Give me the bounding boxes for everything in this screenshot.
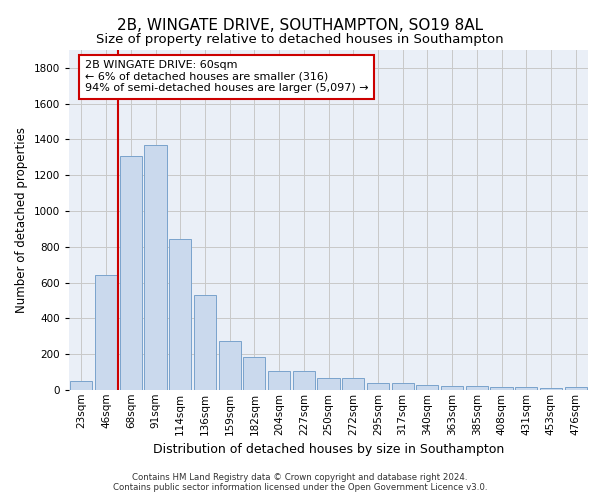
Bar bbox=[145, 145, 167, 390]
Text: 2B WINGATE DRIVE: 60sqm
← 6% of detached houses are smaller (316)
94% of semi-de: 2B WINGATE DRIVE: 60sqm ← 6% of detached… bbox=[85, 60, 368, 94]
Bar bbox=[293, 371, 315, 390]
Text: 2B, WINGATE DRIVE, SOUTHAMPTON, SO19 8AL: 2B, WINGATE DRIVE, SOUTHAMPTON, SO19 8AL bbox=[117, 18, 483, 32]
Bar bbox=[367, 383, 389, 390]
Bar bbox=[243, 357, 265, 390]
Bar bbox=[466, 386, 488, 390]
Text: Contains HM Land Registry data © Crown copyright and database right 2024.
Contai: Contains HM Land Registry data © Crown c… bbox=[113, 473, 487, 492]
Bar bbox=[218, 341, 241, 390]
Bar bbox=[565, 388, 587, 390]
Bar bbox=[416, 384, 439, 390]
Bar bbox=[540, 388, 562, 390]
Bar bbox=[317, 378, 340, 390]
Bar bbox=[70, 381, 92, 390]
Bar bbox=[268, 371, 290, 390]
Bar bbox=[119, 156, 142, 390]
Bar bbox=[342, 378, 364, 390]
Text: Size of property relative to detached houses in Southampton: Size of property relative to detached ho… bbox=[96, 32, 504, 46]
Bar bbox=[515, 388, 538, 390]
X-axis label: Distribution of detached houses by size in Southampton: Distribution of detached houses by size … bbox=[153, 443, 504, 456]
Bar bbox=[392, 383, 414, 390]
Bar bbox=[169, 239, 191, 390]
Bar bbox=[95, 276, 117, 390]
Bar bbox=[490, 388, 512, 390]
Bar bbox=[441, 386, 463, 390]
Bar bbox=[194, 295, 216, 390]
Y-axis label: Number of detached properties: Number of detached properties bbox=[15, 127, 28, 313]
